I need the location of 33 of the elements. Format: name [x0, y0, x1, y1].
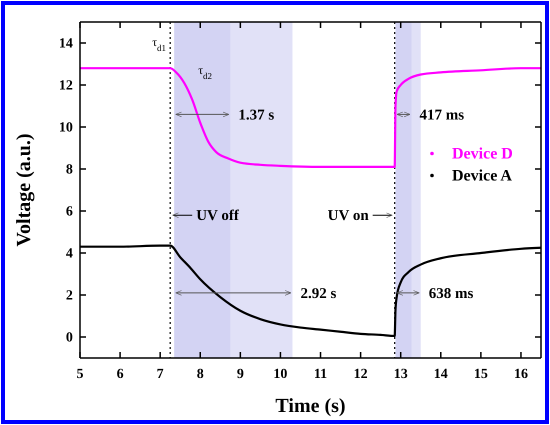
- line-series: [78, 67, 542, 168]
- x-tick-label: 6: [116, 366, 124, 382]
- x-tick-label: 13: [394, 366, 408, 382]
- x-tick-label: 11: [314, 366, 328, 382]
- x-axis-title: Time (s): [275, 395, 346, 417]
- ref-line-label: UV off: [196, 208, 240, 224]
- x-tick-label: 14: [434, 366, 448, 382]
- annotation: τ$_{d2}$: [198, 63, 212, 81]
- x-tick-label: 16: [514, 366, 528, 382]
- legend-label: Device A: [452, 168, 512, 184]
- y-tick-label: 8: [66, 162, 73, 178]
- annotation: 2.92 s: [300, 286, 336, 302]
- y-tick-label: 10: [58, 120, 73, 136]
- x-tick-label: 5: [76, 366, 84, 382]
- y-axis-title: Voltage (a.u.): [13, 133, 35, 247]
- y-tick-label: 4: [66, 246, 73, 262]
- x-tick-label: 12: [354, 366, 368, 382]
- annotation: 1.37 s: [238, 107, 274, 124]
- x-tick-label: 9: [236, 366, 244, 382]
- y-tick-label: 0: [66, 330, 73, 346]
- x-tick-label: 15: [474, 366, 488, 382]
- annotation: 638 ms: [428, 286, 474, 302]
- legend-label: Device D: [452, 146, 513, 162]
- annotation: τ$_{d1}$: [152, 35, 166, 53]
- x-tick-label: 10: [273, 366, 288, 382]
- x-tick-label: 7: [156, 366, 164, 382]
- y-tick-label: 14: [58, 36, 73, 52]
- y-tick-label: 2: [66, 288, 73, 304]
- x-tick-label: 8: [196, 366, 204, 382]
- y-tick-label: 6: [66, 204, 73, 220]
- y-tick-label: 12: [58, 78, 73, 94]
- annotation: 417 ms: [420, 107, 464, 124]
- ref-line-label: UV on: [328, 208, 370, 224]
